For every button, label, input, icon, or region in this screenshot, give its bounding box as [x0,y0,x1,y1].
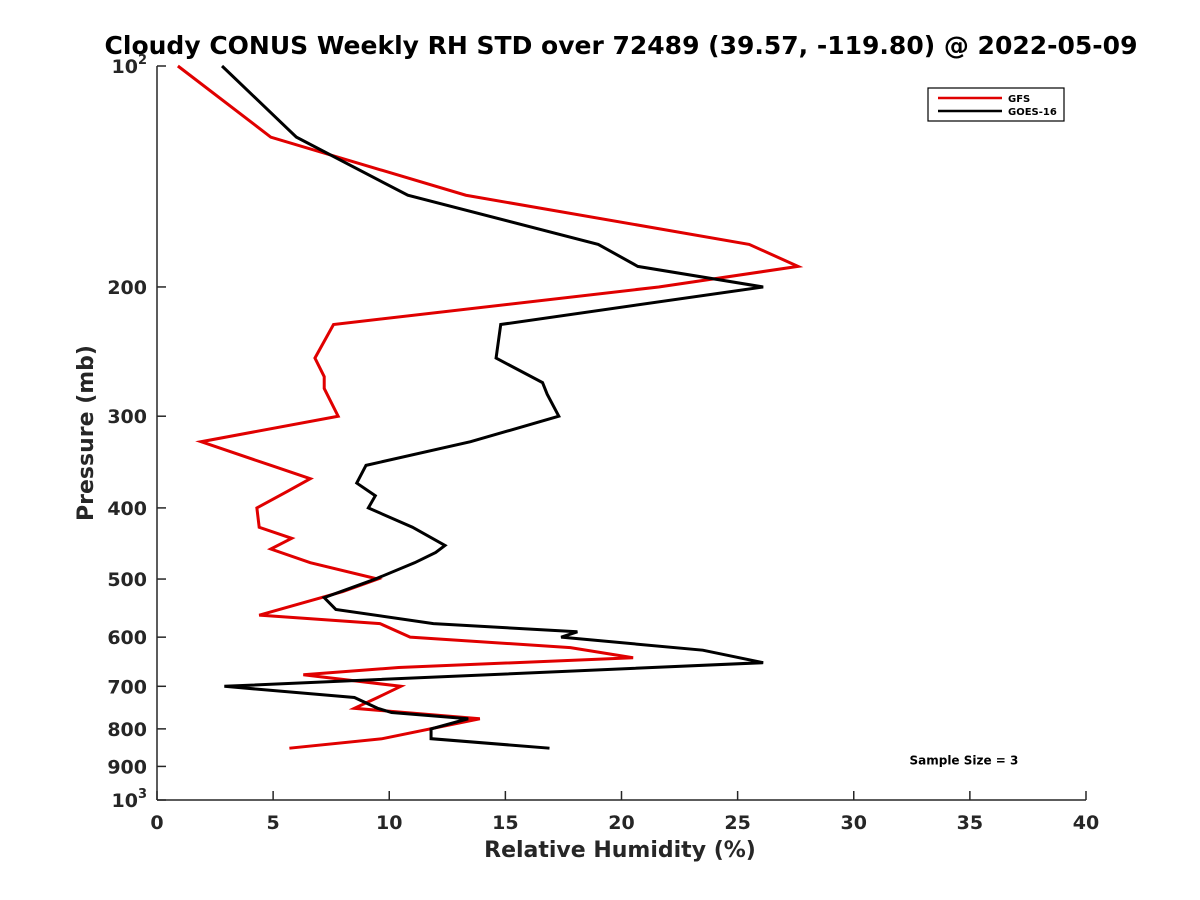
x-tick-label: 15 [492,812,518,834]
annotations-layer: Sample Size = 3 [909,753,1018,767]
y-tick-label: 102 [112,53,148,78]
legend: GFS GOES-16 [927,87,1065,122]
y-tick-label: 400 [107,498,147,520]
sample-size-annotation: Sample Size = 3 [909,753,1018,767]
series-layer [176,64,804,750]
y-tick-label: 800 [107,719,147,741]
series-line-gfs [176,64,804,750]
y-tick-label: 200 [107,277,147,299]
x-axis-label: Relative Humidity (%) [484,838,756,863]
y-tick-label: 900 [107,756,147,778]
series-line-goes-16 [220,64,764,750]
x-tick-label: 10 [376,812,402,834]
y-tick-label: 700 [107,676,147,698]
y-axis-label: Pressure (mb) [74,345,99,521]
x-tick-label: 5 [267,812,280,834]
y-tick-label: 500 [107,569,147,591]
legend-label-gfs: GFS [1008,94,1030,105]
plot-area [157,66,1086,800]
legend-label-goes-16: GOES-16 [1008,107,1057,118]
chart-title: Cloudy CONUS Weekly RH STD over 72489 (3… [105,31,1138,60]
axes-layer: 0 5 10 15 20 25 30 35 40 102 200 300 400 500 600 700 800… [107,53,1099,834]
x-tick-label: 30 [841,812,867,834]
legend-box [927,87,1065,122]
x-tick-label: 35 [957,812,983,834]
y-tick-label: 600 [107,627,147,649]
x-tick-label: 25 [724,812,750,834]
y-tick-label: 103 [112,787,148,812]
x-tick-label: 40 [1073,812,1099,834]
x-tick-label: 20 [608,812,634,834]
plot-background [157,66,1086,800]
x-tick-label: 0 [150,812,163,834]
y-tick-label: 300 [107,406,147,428]
